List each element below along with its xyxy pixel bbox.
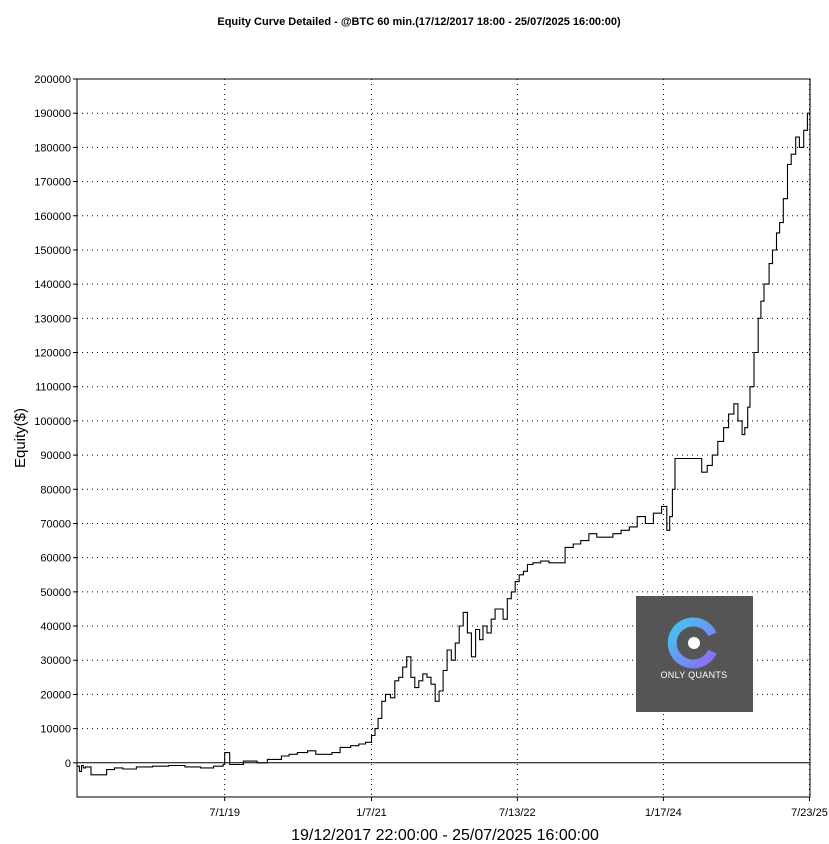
- axes: 0 10000 20000 30000 40000 50000 60000 70000 8000…: [34, 74, 828, 819]
- y-tick-label: 150000: [34, 245, 71, 257]
- y-tick-label: 20000: [40, 689, 71, 701]
- y-tick-label: 80000: [40, 484, 71, 496]
- y-tick-label: 130000: [34, 313, 71, 325]
- y-tick-label: 70000: [40, 518, 71, 530]
- y-tick-label: 170000: [34, 177, 71, 189]
- y-tick-label: 60000: [40, 553, 71, 565]
- y-tick-label: 50000: [40, 587, 71, 599]
- y-tick-label: 110000: [35, 382, 71, 394]
- chart-title: Equity Curve Detailed - @BTC 60 min.(17/…: [217, 16, 621, 28]
- x-axis-label: 19/12/2017 22:00:00 - 25/07/2025 16:00:0…: [291, 827, 599, 844]
- x-tick-label: 7/23/25: [791, 807, 828, 819]
- y-tick-label: 160000: [34, 211, 71, 223]
- y-tick-label: 40000: [40, 621, 71, 633]
- logo-text: ONLY QUANTS: [661, 670, 728, 680]
- logo-dot-icon: [688, 637, 700, 649]
- logo-background: [636, 596, 753, 712]
- y-tick-label: 0: [65, 758, 71, 770]
- x-tick-label: 7/13/22: [499, 807, 536, 819]
- only-quants-logo: ONLY QUANTS: [636, 596, 753, 712]
- x-tick-label: 1/7/21: [356, 807, 387, 819]
- logo-ring-icon: [667, 617, 717, 669]
- x-tick-label: 7/1/19: [209, 807, 240, 819]
- y-tick-label: 190000: [34, 108, 71, 120]
- y-tick-label: 200000: [34, 74, 71, 86]
- y-tick-label: 140000: [34, 279, 71, 291]
- y-tick-label: 120000: [34, 348, 71, 360]
- equity-line: [77, 79, 811, 776]
- y-axis-label: Equity($): [12, 408, 29, 468]
- y-tick-label: 10000: [40, 724, 71, 736]
- y-tick-label: 100000: [34, 416, 71, 428]
- y-tick-label: 30000: [40, 655, 71, 667]
- y-tick-label: 90000: [40, 450, 71, 462]
- y-tick-label: 180000: [34, 142, 71, 154]
- x-tick-label: 1/17/24: [645, 807, 682, 819]
